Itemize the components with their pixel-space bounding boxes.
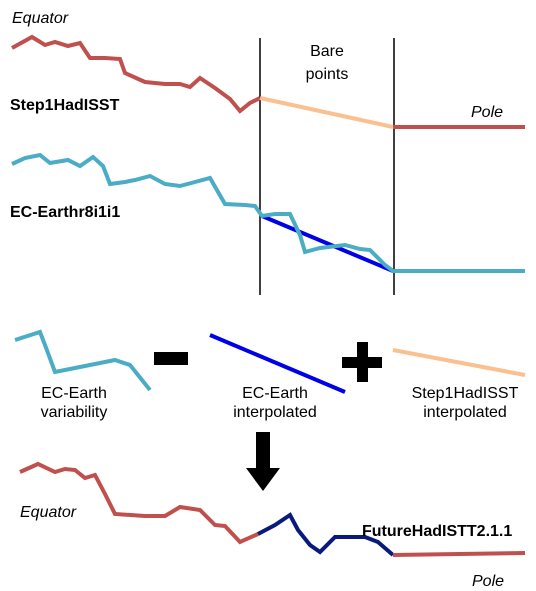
label: Equator <box>12 10 69 27</box>
label: variability <box>41 404 108 421</box>
label: Step1HadISST <box>412 385 519 402</box>
arrow <box>256 432 270 469</box>
label: Pole <box>471 104 503 121</box>
result-line <box>257 512 395 557</box>
label: interpolated <box>423 404 507 421</box>
interp-line <box>259 96 394 129</box>
model-line <box>11 152 525 273</box>
label: Bare <box>310 43 344 60</box>
label: Step1HadISST <box>10 97 120 114</box>
variability-line <box>14 329 152 392</box>
interp-line <box>261 214 394 273</box>
label: points <box>306 66 349 83</box>
minus <box>154 352 188 365</box>
plus <box>357 342 368 382</box>
label: Equator <box>20 504 77 521</box>
label: EC-Earth <box>242 385 308 402</box>
label: EC-Earth <box>41 385 107 402</box>
label: interpolated <box>233 404 317 421</box>
label: FutureHadISTT2.1.1 <box>362 523 512 540</box>
interp-line <box>209 333 346 394</box>
label: Pole <box>472 573 504 590</box>
arrow <box>246 468 280 491</box>
label: EC-Earthr8i1i1 <box>10 204 120 221</box>
observed-line <box>11 34 261 114</box>
result-line <box>392 551 526 557</box>
result-line <box>19 461 259 545</box>
interp-line <box>392 348 526 377</box>
